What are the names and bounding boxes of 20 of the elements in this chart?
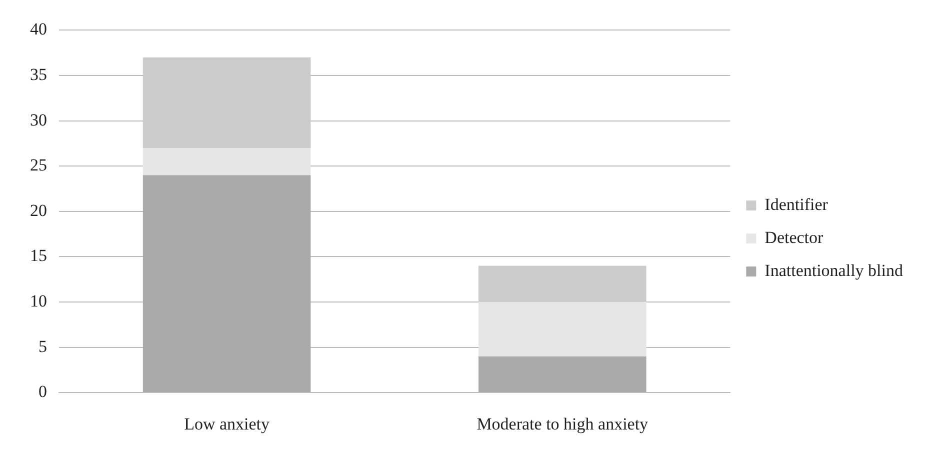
x-tick-label: Low anxiety [184, 414, 270, 434]
bar [478, 266, 646, 302]
legend-label: Inattentionally blind [764, 260, 904, 280]
bar [142, 175, 311, 392]
y-tick-label: 15 [30, 246, 47, 266]
y-tick-label: 35 [30, 64, 47, 84]
y-tick-label: 10 [30, 291, 47, 310]
bar [142, 148, 311, 176]
y-tick-label: 25 [30, 156, 47, 175]
y-tick-label: 40 [30, 20, 47, 39]
y-tick-label: 20 [30, 200, 47, 220]
legend-label: Detector [764, 228, 824, 247]
x-tick-label: Moderate to high anxiety [476, 414, 649, 434]
y-tick-label: 0 [38, 382, 47, 402]
bar [478, 356, 646, 392]
bar [478, 302, 646, 356]
legend-label: Identifier [764, 194, 828, 214]
y-tick-label: 30 [30, 110, 47, 130]
bar [142, 57, 311, 148]
y-tick-label: 5 [38, 336, 47, 356]
